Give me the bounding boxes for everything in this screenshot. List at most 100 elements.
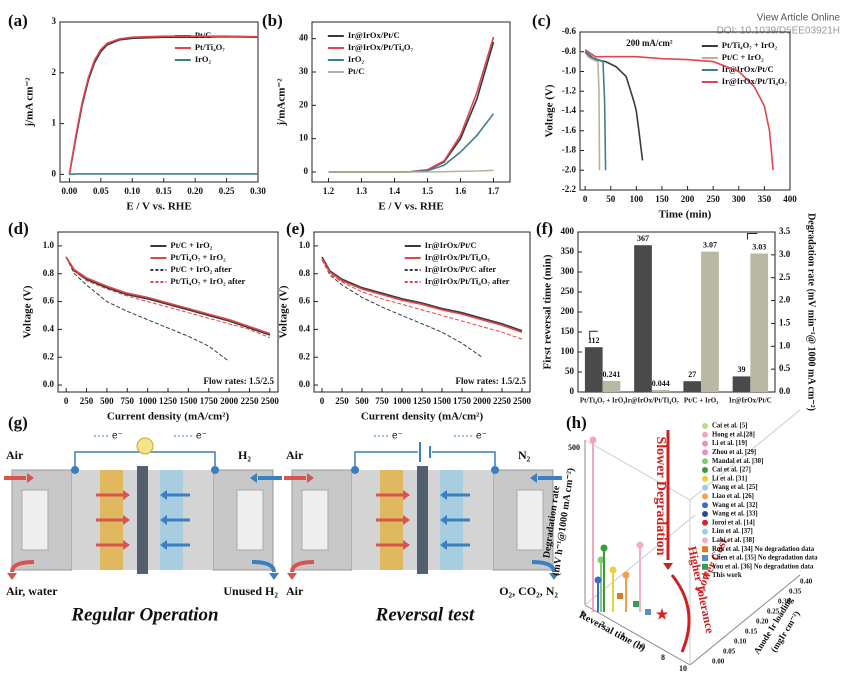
legend-label: Roh et al. [34] No degradation data	[712, 546, 815, 553]
axis-label: Reversal time (h)	[577, 610, 647, 654]
plot-frame	[311, 21, 511, 183]
arrow-head	[307, 473, 314, 483]
panel-label: (h)	[566, 413, 587, 432]
terminal	[491, 466, 499, 474]
x-tick-label: 1.5	[422, 186, 434, 196]
arrow-head	[440, 490, 447, 500]
bar	[602, 380, 621, 392]
legend-marker	[702, 431, 708, 438]
series-line	[584, 51, 607, 171]
legend-label: Ir@IrOx/Pt/C	[722, 64, 774, 74]
series-line	[321, 256, 523, 332]
value-label: 112	[588, 336, 600, 345]
legend-label: Pt/C + IrO₂ after	[170, 264, 232, 274]
bar	[750, 253, 769, 392]
panel-label: (g)	[8, 413, 28, 432]
arrow-head	[440, 540, 447, 550]
arrow-head	[440, 515, 447, 525]
arrow-head	[250, 473, 257, 483]
plot-frame	[59, 21, 259, 183]
y-tick-label: -1.6	[562, 125, 577, 135]
y-tick-label: 30	[299, 66, 309, 76]
x-tick-label: 750	[375, 396, 389, 406]
legend-marker	[702, 423, 708, 429]
arrow-head	[269, 573, 279, 580]
y-tick-label: 0.2	[43, 351, 55, 361]
tick-label: 0.20	[756, 618, 769, 626]
x-tick-label: 1500	[433, 396, 452, 406]
arrow-head	[663, 563, 673, 570]
y-tick-label: 0.4	[43, 323, 55, 333]
legend-label: IrO₂	[348, 54, 365, 64]
plot-frame	[313, 231, 531, 393]
legend-marker: ★	[701, 570, 710, 580]
value-label: 27	[688, 370, 696, 379]
arrow-head	[530, 473, 537, 483]
outlet-arrow	[531, 560, 556, 573]
x-tick-label: 1.2	[323, 186, 335, 196]
x-tick-label: 1.4	[389, 186, 401, 196]
terminal	[71, 466, 79, 474]
trend-arrow	[670, 574, 691, 653]
tick-label: 6	[641, 642, 645, 651]
annotation: Flow rates: 1.5/2.5	[456, 376, 527, 386]
y-tick-label: 3	[52, 16, 57, 26]
series-line	[65, 256, 271, 339]
x-tick-label: 150	[655, 194, 669, 204]
legend-marker	[702, 555, 708, 561]
y-tick-label: -2.0	[562, 164, 577, 174]
y-tick-label: 0.8	[43, 268, 55, 278]
axis-line	[584, 604, 691, 666]
legend-label: Li et al. [19]	[712, 440, 747, 447]
value-label: 39	[738, 365, 746, 374]
legend-marker	[702, 440, 708, 447]
legend-label: Pt/C	[348, 66, 365, 76]
view-article-link[interactable]: View Article Online	[757, 13, 841, 24]
arrow-head	[7, 573, 17, 580]
value-label: 0.044	[652, 379, 670, 388]
x-tick-label: 2000	[220, 396, 239, 406]
y-tick-label: 0.4	[299, 323, 311, 333]
y-tick-label: -0.8	[562, 46, 577, 56]
x-axis-label: E / V vs. RHE	[378, 201, 443, 213]
y-tick-label: 1.0	[43, 240, 55, 250]
y2-tick-label: 3.0	[779, 249, 791, 259]
y-axis-label: Voltage (V)	[544, 84, 556, 137]
x-tick-label: 0.20	[187, 186, 203, 196]
tick-label: 0.30	[778, 598, 791, 606]
legend-marker	[702, 511, 708, 517]
y-tick-label: 200	[561, 306, 575, 316]
y-tick-label: -1.4	[562, 105, 577, 115]
x-axis-label: Time (min)	[659, 209, 712, 221]
x-tick-label: 1750	[200, 396, 219, 406]
inlet-label: Air	[286, 448, 304, 462]
legend-label: Pt/C + IrO₂	[170, 240, 212, 250]
x-tick-label: 300	[732, 194, 746, 204]
annotation: Slower Degradation	[653, 436, 668, 555]
y-tick-label: 50	[565, 366, 575, 376]
axis-line	[689, 574, 801, 666]
x-tick-label: 2250	[240, 396, 259, 406]
inlet-label: H₂	[238, 448, 251, 462]
outlet-arrow	[251, 560, 276, 573]
x-tick-label: 1250	[413, 396, 432, 406]
y-tick-label: 10	[299, 133, 309, 143]
pillar-ball	[622, 571, 630, 579]
x-tick-label: 0.05	[93, 186, 109, 196]
tick-label: 500	[568, 443, 580, 452]
x-tick-label: 0	[583, 194, 588, 204]
legend-marker	[702, 475, 708, 482]
legend-label: Ir@IrOx/Pt/Ti₄O₇	[348, 42, 414, 52]
legend-marker	[702, 458, 708, 465]
x-tick-label: 1250	[159, 396, 178, 406]
tick-label: 0.35	[789, 588, 802, 596]
x-tick-label: Ir@IrOx/Pt/Ti₄O₇	[625, 397, 679, 405]
tick-label: 0.15	[745, 628, 758, 636]
terminal	[351, 466, 359, 474]
x-tick-label: 250	[335, 396, 349, 406]
y-tick-label: 20	[299, 99, 309, 109]
x-axis-label: Current density (mA/cm²)	[107, 411, 230, 423]
arrow-head	[403, 515, 410, 525]
arrow-head	[123, 490, 130, 500]
